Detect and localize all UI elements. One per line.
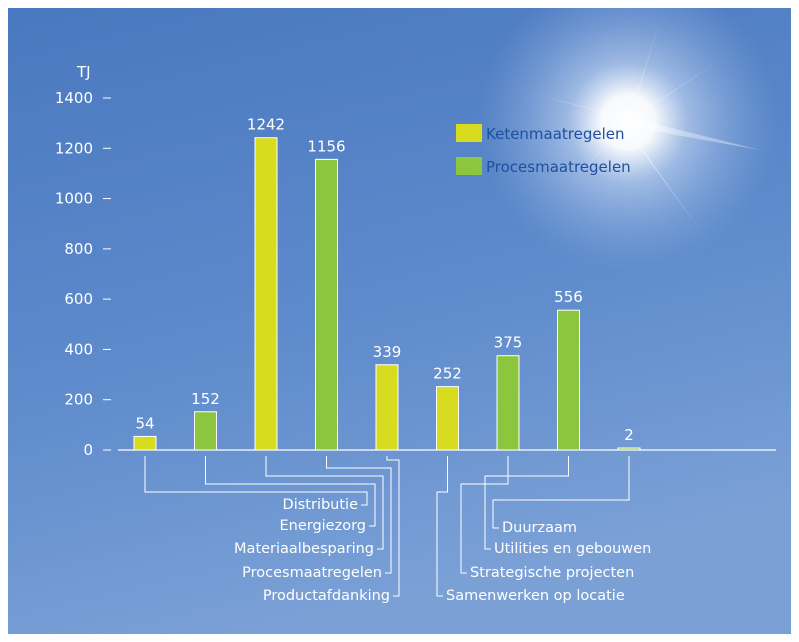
bar: [375, 364, 399, 451]
category-label: Samenwerken op locatie: [446, 588, 625, 604]
category-label: Energiezorg: [279, 518, 366, 534]
bar-value-label: 1156: [307, 137, 345, 155]
bar: [254, 137, 278, 451]
legend: Ketenmaatregelen Procesmaatregelen: [456, 124, 631, 176]
bar-value-label: 1242: [247, 116, 285, 134]
category-connector: [492, 456, 630, 529]
legend-label: Procesmaatregelen: [486, 158, 631, 176]
bar-value-label: 556: [554, 288, 583, 306]
bar: [557, 309, 580, 451]
category-connector: [460, 456, 509, 574]
legend-swatch: [456, 157, 482, 175]
category-connector: [386, 456, 400, 597]
category-label: Distributie: [283, 497, 359, 513]
bar-value-label: 252: [433, 365, 462, 383]
y-tick-label: 0: [83, 441, 93, 459]
y-axis-unit: TJ: [76, 63, 91, 81]
category-label: Productafdanking: [263, 588, 390, 604]
category-label: Strategische projecten: [470, 565, 634, 581]
bar-value-label: 54: [135, 414, 154, 432]
y-tick-label: 800: [64, 240, 93, 258]
y-tick-label: 1200: [55, 139, 93, 157]
y-axis: TJ 0 200 400 600 800 1000 1200 1400: [55, 63, 776, 459]
category-label: Procesmaatregelen: [242, 565, 382, 581]
legend-swatch: [456, 124, 482, 142]
category-label: Duurzaam: [502, 520, 577, 536]
category-connector: [484, 456, 569, 550]
y-tick-label: 1400: [55, 89, 93, 107]
bar: [436, 386, 459, 451]
y-tick-label: 400: [64, 340, 93, 358]
category-connectors: Distributie Energiezorg Materiaalbesparing…: [144, 456, 651, 604]
category-connector: [144, 456, 368, 506]
bar: [133, 435, 157, 451]
y-tick-label: 1000: [55, 190, 93, 208]
legend-label: Ketenmaatregelen: [486, 125, 625, 143]
bar-value-label: 2: [624, 426, 634, 444]
bar: [617, 447, 641, 451]
bar: [315, 158, 338, 451]
category-connector: [205, 456, 376, 527]
category-connector: [436, 456, 448, 597]
y-tick-label: 600: [64, 290, 93, 308]
bar-value-label: 152: [191, 390, 220, 408]
category-label: Materiaalbesparing: [234, 541, 374, 557]
bars: 54 152 1242 1156 339 252 375 556 2: [133, 116, 641, 451]
bar-value-label: 339: [373, 343, 402, 361]
category-connector: [326, 456, 392, 574]
bar: [496, 355, 520, 451]
y-tick-label: 200: [64, 391, 93, 409]
bar-value-label: 375: [494, 334, 523, 352]
category-connector: [265, 456, 384, 550]
bar: [194, 411, 217, 451]
category-label: Utilities en gebouwen: [494, 541, 651, 557]
